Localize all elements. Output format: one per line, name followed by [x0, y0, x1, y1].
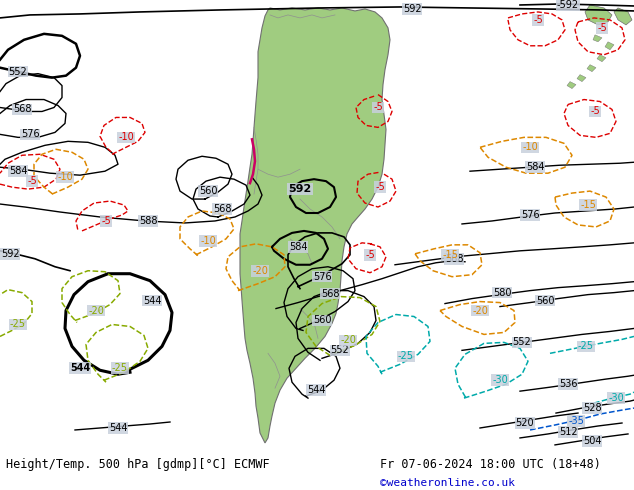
Text: 576: 576 — [313, 271, 332, 282]
Text: 544: 544 — [143, 295, 161, 306]
Text: 552: 552 — [9, 67, 27, 76]
Text: 592: 592 — [1, 249, 19, 259]
Text: 576: 576 — [21, 129, 39, 139]
Polygon shape — [567, 82, 576, 89]
Text: 568: 568 — [444, 254, 463, 264]
Text: 568: 568 — [321, 289, 339, 298]
Text: 584: 584 — [9, 166, 27, 176]
Polygon shape — [593, 35, 602, 42]
Text: -5: -5 — [533, 15, 543, 25]
Text: 568: 568 — [213, 204, 231, 214]
Text: -592: -592 — [557, 0, 579, 10]
Text: 552: 552 — [513, 338, 531, 347]
Polygon shape — [587, 65, 596, 72]
Text: -5: -5 — [365, 250, 375, 260]
Text: 560: 560 — [313, 316, 331, 325]
Text: -20: -20 — [340, 335, 356, 345]
Text: -35: -35 — [568, 416, 584, 426]
Text: -10: -10 — [522, 142, 538, 152]
Text: -20: -20 — [472, 306, 488, 316]
Text: -15: -15 — [580, 200, 596, 210]
Text: 544: 544 — [109, 423, 127, 433]
Polygon shape — [614, 8, 632, 25]
Text: -25: -25 — [578, 342, 594, 351]
Text: -30: -30 — [492, 375, 508, 385]
Text: Height/Temp. 500 hPa [gdmp][°C] ECMWF: Height/Temp. 500 hPa [gdmp][°C] ECMWF — [6, 458, 270, 471]
Polygon shape — [585, 5, 612, 25]
Polygon shape — [577, 74, 586, 82]
Text: 584: 584 — [526, 162, 544, 172]
Text: -15: -15 — [442, 250, 458, 260]
Text: 504: 504 — [583, 436, 601, 446]
Text: -10: -10 — [118, 132, 134, 143]
Text: -5: -5 — [590, 106, 600, 117]
Text: -5: -5 — [597, 23, 607, 33]
Text: 592: 592 — [403, 4, 422, 14]
Text: 580: 580 — [493, 288, 511, 297]
Text: 544: 544 — [307, 385, 325, 395]
Polygon shape — [605, 42, 614, 50]
Text: 568: 568 — [13, 104, 31, 115]
Text: 536: 536 — [559, 379, 577, 389]
Text: ©weatheronline.co.uk: ©weatheronline.co.uk — [380, 478, 515, 488]
Polygon shape — [240, 8, 390, 443]
Text: -20: -20 — [252, 266, 268, 276]
Text: -10: -10 — [200, 236, 216, 246]
Text: -30: -30 — [608, 393, 624, 403]
Text: 588: 588 — [139, 216, 157, 226]
Text: 584: 584 — [288, 242, 307, 252]
Text: -5: -5 — [101, 216, 111, 226]
Text: -25: -25 — [10, 319, 26, 329]
Polygon shape — [597, 55, 606, 62]
Text: 512: 512 — [559, 427, 578, 437]
Text: 528: 528 — [583, 403, 601, 413]
Text: 560: 560 — [198, 186, 217, 196]
Text: 560: 560 — [536, 295, 554, 306]
Text: 592: 592 — [288, 184, 312, 194]
Text: -10: -10 — [57, 172, 73, 182]
Text: 576: 576 — [521, 210, 540, 220]
Text: -5: -5 — [375, 182, 385, 192]
Text: -25: -25 — [398, 351, 414, 361]
Text: -5: -5 — [27, 176, 37, 186]
Text: 520: 520 — [515, 418, 534, 428]
Text: -25: -25 — [112, 363, 128, 373]
Text: -20: -20 — [88, 306, 104, 316]
Text: Fr 07-06-2024 18:00 UTC (18+48): Fr 07-06-2024 18:00 UTC (18+48) — [380, 458, 601, 471]
Text: 552: 552 — [330, 345, 349, 355]
Text: 544: 544 — [70, 363, 90, 373]
Text: -5: -5 — [373, 102, 383, 113]
